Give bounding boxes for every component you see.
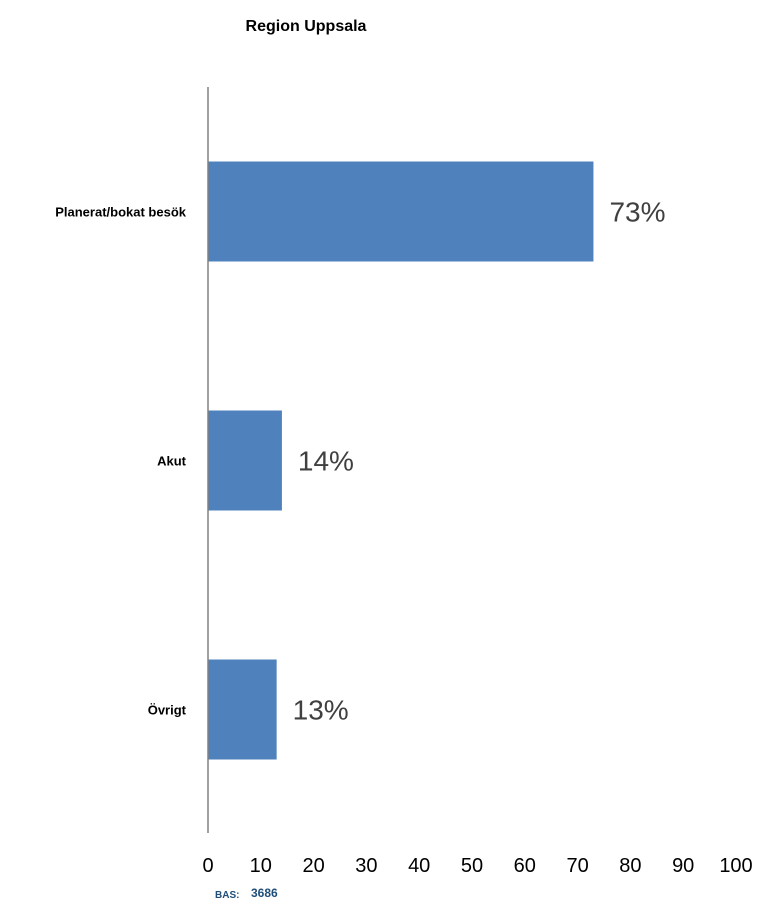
category-label-akut: Akut (157, 454, 187, 469)
x-tick-label: 30 (355, 855, 377, 877)
bar-planerat-bokat-besok (208, 161, 594, 262)
data-label-ovrigt: 13% (293, 695, 349, 726)
x-axis-tick-labels: 0 10 20 30 40 50 60 70 80 90 100 (202, 855, 752, 877)
category-labels: Planerat/bokat besök Akut Övrigt (55, 205, 187, 718)
bar-akut (208, 410, 282, 511)
x-tick-label: 80 (619, 855, 641, 877)
data-label-akut: 14% (298, 446, 354, 477)
x-tick-label: 0 (202, 855, 213, 877)
bars-layer (208, 161, 594, 760)
x-tick-label: 100 (719, 855, 752, 877)
bas-label: BAS: (215, 890, 239, 901)
x-tick-label: 10 (250, 855, 272, 877)
x-tick-label: 50 (461, 855, 483, 877)
chart-title: Region Uppsala (246, 18, 367, 35)
x-tick-label: 60 (514, 855, 536, 877)
bar-ovrigt (208, 659, 277, 760)
x-tick-label: 70 (566, 855, 588, 877)
data-labels: 73% 14% 13% (293, 197, 666, 726)
category-label-ovrigt: Övrigt (148, 703, 187, 718)
x-tick-label: 90 (672, 855, 694, 877)
data-label-planerat-bokat-besok: 73% (609, 197, 665, 228)
x-tick-label: 20 (302, 855, 324, 877)
x-tick-label: 40 (408, 855, 430, 877)
category-label-planerat-bokat-besok: Planerat/bokat besök (55, 205, 187, 220)
bas-value: 3686 (251, 886, 278, 900)
